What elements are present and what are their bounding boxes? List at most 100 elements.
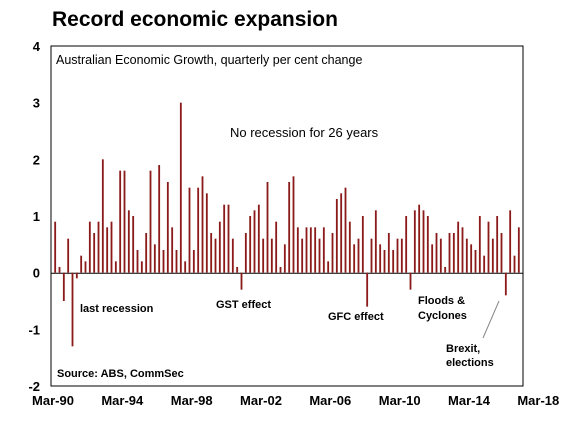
bar: [257, 204, 260, 273]
bar: [500, 233, 503, 273]
bar: [344, 187, 347, 273]
bar: [80, 255, 83, 273]
bar: [509, 210, 512, 273]
bar: [366, 272, 369, 307]
bar: [236, 267, 239, 273]
bar: [54, 221, 57, 273]
x-axis: Mar-90 Mar-94 Mar-98 Mar-02 Mar-06 Mar-10 Mar-…: [32, 393, 559, 408]
bar: [166, 182, 169, 273]
bar: [71, 272, 74, 347]
bar: [175, 250, 178, 273]
bar: [361, 216, 364, 273]
bar: [192, 250, 195, 273]
bar: [370, 238, 373, 273]
x-tick-label: Mar-02: [240, 393, 282, 408]
y-tick-label: 0: [33, 266, 40, 281]
bar: [322, 227, 325, 273]
bar: [392, 250, 395, 273]
bar: [439, 238, 442, 273]
bar: [275, 221, 278, 273]
x-tick-label: Mar-90: [32, 393, 74, 408]
bar: [158, 165, 161, 273]
bar: [171, 227, 174, 273]
bar: [327, 261, 330, 273]
bar: [301, 238, 304, 273]
bar: [478, 216, 481, 273]
annotation-gst-effect: GST effect: [216, 299, 271, 311]
bar: [93, 233, 96, 273]
bar: [340, 193, 343, 273]
bar: [62, 272, 65, 301]
bar: [205, 193, 208, 273]
bar: [461, 227, 464, 273]
bar: [184, 261, 187, 273]
bar: [422, 210, 425, 273]
bar: [97, 221, 100, 273]
annotation-floods-cyclones: Floods & Cyclones: [418, 295, 468, 322]
bar: [149, 170, 152, 273]
bar: [201, 176, 204, 273]
bar: [106, 227, 109, 273]
bar: [318, 238, 321, 273]
bars-layer: [54, 102, 520, 347]
bar: [465, 238, 468, 273]
x-tick-label: Mar-18: [517, 393, 559, 408]
bar: [504, 272, 507, 296]
bar: [448, 233, 451, 273]
chart-title: Record economic expansion: [52, 8, 338, 31]
bar: [335, 199, 338, 273]
bar: [487, 221, 490, 273]
bar: [75, 272, 78, 279]
bar: [452, 233, 455, 273]
bar: [413, 210, 416, 273]
bar: [214, 238, 217, 273]
bar: [266, 182, 269, 273]
bar: [145, 233, 148, 273]
bar: [418, 204, 421, 273]
bar: [305, 227, 308, 273]
bar: [270, 238, 273, 273]
bar: [162, 250, 165, 273]
bar: [496, 216, 499, 273]
bar: [296, 227, 299, 273]
bar: [153, 244, 156, 273]
bar: [88, 221, 91, 273]
chart-subtitle: Australian Economic Growth, quarterly pe…: [56, 53, 362, 67]
bar: [218, 221, 221, 273]
bar: [197, 187, 200, 273]
bar: [409, 272, 412, 290]
bar: [348, 221, 351, 273]
bar: [240, 272, 243, 290]
bar: [353, 244, 356, 273]
bar: [262, 238, 265, 273]
bar: [249, 216, 252, 273]
bar: [426, 216, 429, 273]
bar: [210, 233, 213, 273]
bar: [288, 182, 291, 273]
bar: [123, 170, 126, 273]
y-tick-label: -1: [28, 322, 40, 337]
bar: [396, 238, 399, 273]
bar: [179, 102, 182, 273]
bar: [244, 233, 247, 273]
bar: [331, 233, 334, 273]
bar: [383, 250, 386, 273]
bar: [474, 250, 477, 273]
brexit-pointer: [482, 300, 500, 339]
bar: [387, 233, 390, 273]
bar: [431, 244, 434, 273]
bar: [435, 233, 438, 273]
y-tick-label: 3: [33, 96, 40, 111]
bar: [483, 255, 486, 273]
annotation-gfc-effect: GFC effect: [328, 311, 384, 323]
bar: [101, 159, 104, 273]
bar: [400, 238, 403, 273]
bar: [140, 261, 143, 273]
bar: [119, 170, 122, 273]
source-note: Source: ABS, CommSec: [57, 368, 184, 380]
bar: [127, 210, 130, 273]
x-tick-label: Mar-06: [309, 393, 351, 408]
bar: [379, 244, 382, 273]
bar: [84, 261, 87, 273]
